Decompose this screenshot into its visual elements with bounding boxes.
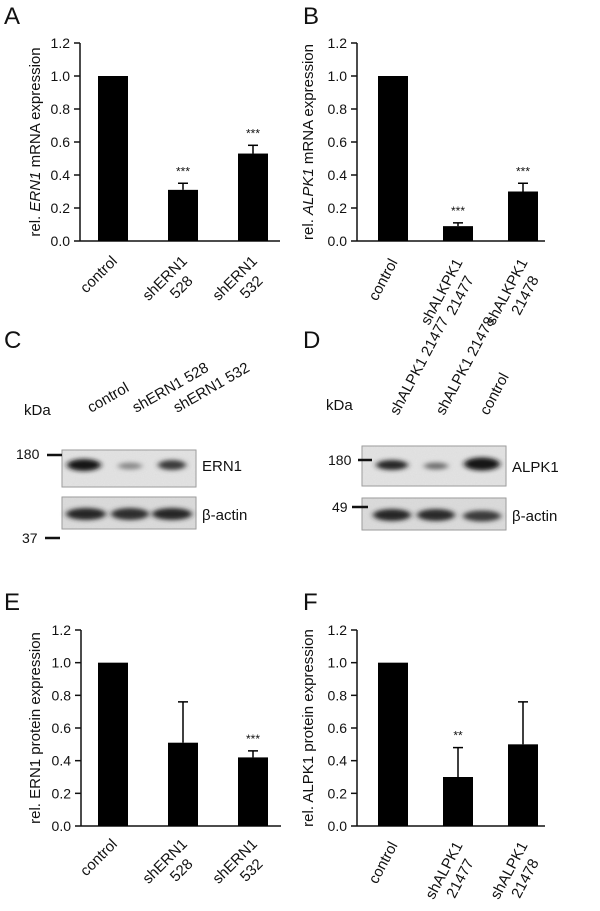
y-tick-label-a: 0.0 (51, 233, 71, 249)
band-c-actin-lane3 (152, 508, 192, 520)
panel-letter-a: A (4, 3, 20, 30)
y-tick-label-a: 1.0 (51, 68, 71, 84)
category-label-a-1: control (77, 253, 121, 297)
y-tick-label-b: 0.2 (328, 200, 348, 216)
y-tick-label-f: 0.0 (328, 818, 348, 834)
y-tick-label-a: 1.2 (51, 35, 71, 51)
bar-f-1 (378, 662, 408, 826)
bar-b-2 (443, 226, 473, 241)
y-tick-label-a: 0.8 (51, 101, 71, 117)
y-tick-label-e: 0.6 (52, 720, 72, 736)
marker-c-180: 180 (16, 446, 40, 462)
significance-a-3: *** (246, 126, 260, 140)
western-blot-d: kDa shALPK1 21477 shALPK1 21478 control … (326, 314, 559, 531)
band-label-c-actin: β-actin (202, 507, 247, 524)
y-tick-label-b: 0.6 (328, 134, 348, 150)
chart-a-ern1-mrna: 0.0 0.2 0.4 0.6 0.8 1.0 1.2 rel. ERN1 mRNA expr… (27, 35, 280, 317)
panel-letter-f: F (303, 589, 318, 616)
bar-e-3 (238, 757, 268, 826)
y-tick-label-f: 0.6 (328, 720, 348, 736)
band-label-d-actin: β-actin (512, 508, 557, 525)
panel-letter-d: D (303, 327, 320, 354)
significance-f-2: ** (453, 729, 463, 743)
category-label-a-3: shERN1532 (209, 253, 273, 317)
band-c-actin-lane2 (111, 508, 149, 520)
lane-label-c-1: control (85, 379, 132, 416)
bar-f-3 (508, 744, 538, 826)
bar-a-1 (98, 76, 128, 241)
band-d-alpk1-lane2 (424, 462, 448, 470)
band-d-alpk1-lane3 (464, 457, 500, 471)
y-tick-label-f: 1.2 (328, 622, 348, 638)
y-axis-label-b: rel. ALPK1 mRNA expression (300, 44, 317, 240)
y-tick-label-b: 0.0 (328, 233, 348, 249)
category-label-f-1: control (365, 839, 401, 887)
y-tick-label-a: 0.4 (51, 167, 71, 183)
y-tick-label-e: 0.2 (52, 785, 72, 801)
bar-a-2 (168, 189, 198, 241)
y-tick-label-e: 0.4 (52, 753, 72, 769)
band-c-ern1-lane3 (158, 460, 186, 470)
kda-label-d: kDa (326, 397, 353, 414)
lane-label-d-3: control (477, 370, 513, 418)
y-tick-label-f: 1.0 (328, 655, 348, 671)
bar-e-1 (98, 662, 128, 826)
y-axis-label-a: rel. ERN1 mRNA expression (27, 47, 44, 236)
y-tick-label-a: 0.2 (51, 200, 71, 216)
bar-e-2 (168, 742, 198, 826)
category-label-e-1: control (77, 836, 121, 880)
y-tick-label-f: 0.2 (328, 785, 348, 801)
y-axis-label-e: rel. ERN1 protein expression (27, 632, 44, 824)
bar-b-1 (378, 76, 408, 241)
y-tick-label-f: 0.8 (328, 687, 348, 703)
band-d-actin-lane2 (417, 509, 455, 521)
category-label-e-2: shERN1528 (139, 836, 203, 900)
y-tick-label-f: 0.4 (328, 753, 348, 769)
band-c-ern1-lane1 (67, 459, 101, 471)
band-d-actin-lane3 (463, 510, 501, 522)
chart-e-ern1-protein: 0.0 0.2 0.4 0.6 0.8 1.0 1.2 rel. ERN1 protein e… (27, 622, 281, 900)
marker-d-49: 49 (332, 499, 348, 515)
panel-letter-e: E (4, 589, 20, 616)
band-d-actin-lane1 (373, 509, 411, 521)
band-c-actin-lane1 (66, 508, 106, 520)
band-label-c-ern1: ERN1 (202, 458, 242, 475)
significance-b-3: *** (516, 164, 530, 178)
category-label-f-2: shALPK121477 (422, 839, 482, 911)
bar-b-3 (508, 191, 538, 241)
y-tick-label-b: 0.8 (328, 101, 348, 117)
bar-f-2 (443, 777, 473, 826)
y-tick-label-e: 1.2 (52, 622, 72, 638)
bar-a-3 (238, 153, 268, 241)
category-label-f-3: shALPK121478 (487, 839, 547, 911)
kda-label-c: kDa (24, 402, 51, 419)
band-label-d-alpk1: ALPK1 (512, 459, 559, 476)
significance-a-2: *** (176, 164, 190, 178)
category-label-b-1: control (365, 256, 401, 304)
y-tick-label-a: 0.6 (51, 134, 71, 150)
panel-letter-c: C (4, 327, 21, 354)
y-tick-label-b: 1.2 (328, 35, 348, 51)
y-tick-label-e: 0.8 (52, 687, 72, 703)
panel-letter-b: B (303, 3, 319, 30)
band-d-alpk1-lane1 (376, 460, 408, 470)
marker-c-37: 37 (22, 530, 38, 546)
y-tick-label-e: 0.0 (52, 818, 72, 834)
y-axis-label-f: rel. ALPK1 protein expression (300, 629, 317, 827)
significance-b-2: *** (451, 204, 465, 218)
marker-d-180: 180 (328, 452, 352, 468)
category-label-e-3: shERN1532 (209, 836, 273, 900)
chart-f-alpk1-protein: 0.0 0.2 0.4 0.6 0.8 1.0 1.2 rel. ALPK1 protein … (300, 622, 547, 911)
y-tick-label-e: 1.0 (52, 655, 72, 671)
chart-b-alpk1-mrna: 0.0 0.2 0.4 0.6 0.8 1.0 1.2 rel. ALPK1 mRNA exp… (300, 35, 545, 328)
y-tick-label-b: 1.0 (328, 68, 348, 84)
significance-e-3: *** (246, 732, 260, 746)
band-c-ern1-lane2 (118, 462, 142, 470)
y-tick-label-b: 0.4 (328, 167, 348, 183)
category-label-a-2: shERN1528 (139, 253, 203, 317)
western-blot-c: kDa control shERN1 528 shERN1 532 ERN1 1… (16, 359, 253, 546)
